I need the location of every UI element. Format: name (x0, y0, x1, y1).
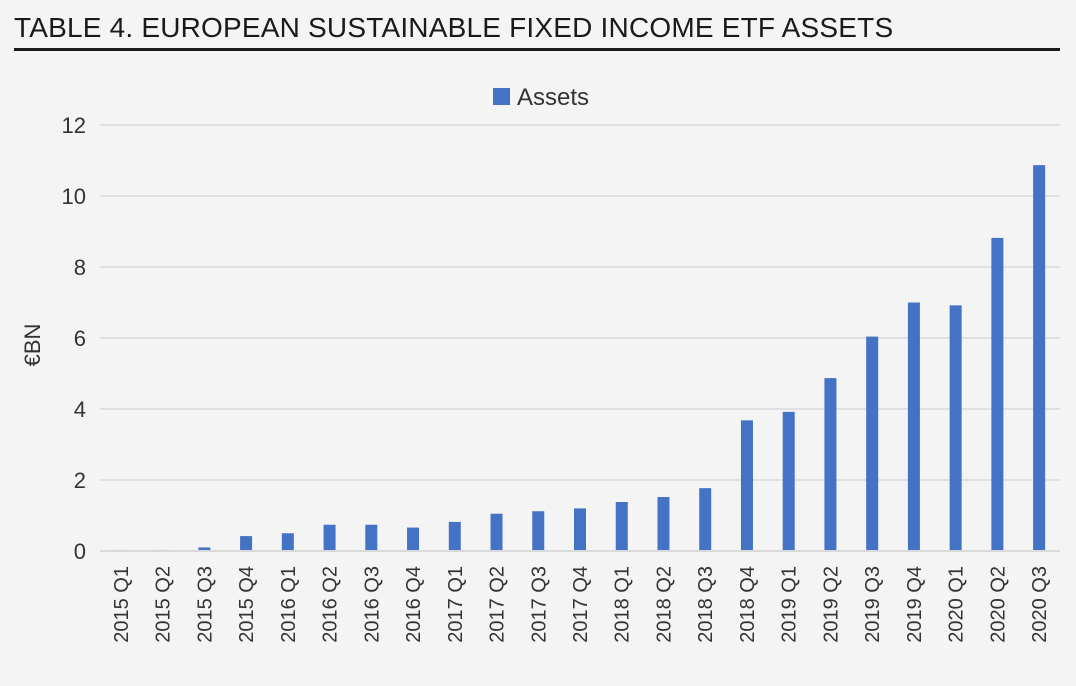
bar[interactable] (782, 411, 795, 551)
bar[interactable] (991, 237, 1004, 551)
x-tick-label: 2015 Q1 (111, 566, 133, 643)
bar[interactable] (574, 508, 586, 551)
bar[interactable] (699, 488, 712, 551)
bar[interactable] (866, 336, 879, 551)
x-tick-label: 2018 Q1 (612, 566, 634, 643)
bar-series-assets (114, 165, 1046, 552)
x-tick-label: 2017 Q1 (445, 566, 467, 643)
bar[interactable] (824, 378, 837, 551)
x-tick-label: 2016 Q2 (320, 566, 342, 643)
title-divider (14, 48, 1060, 51)
x-tick-label: 2016 Q3 (361, 566, 383, 643)
x-tick-label: 2015 Q2 (153, 566, 175, 643)
page-title: TABLE 4. EUROPEAN SUSTAINABLE FIXED INCO… (14, 12, 894, 43)
bar[interactable] (532, 511, 545, 551)
legend-label-assets: Assets (517, 84, 589, 111)
x-tick-label: 2017 Q2 (487, 566, 509, 643)
y-tick-label: 12 (62, 113, 86, 138)
x-axis-ticks: 2015 Q1 2015 Q2 2015 Q3 2015 Q4 2016 Q1 2016 … (111, 566, 1051, 643)
x-tick-label: 2015 Q4 (236, 566, 258, 643)
y-tick-label: 0 (74, 539, 86, 564)
bar[interactable] (1033, 165, 1046, 552)
x-tick-label: 2015 Q3 (194, 566, 216, 643)
y-axis-label: €BN (20, 324, 45, 367)
bar[interactable] (907, 302, 920, 552)
x-tick-label: 2020 Q1 (946, 566, 968, 643)
bar[interactable] (740, 420, 753, 551)
legend-swatch-assets (493, 88, 510, 105)
legend[interactable]: Assets (493, 84, 589, 111)
bar[interactable] (615, 502, 628, 551)
y-tick-label: 2 (74, 468, 86, 493)
x-tick-label: 2020 Q2 (987, 566, 1009, 643)
bar[interactable] (198, 547, 211, 551)
x-tick-label: 2016 Q1 (278, 566, 300, 643)
x-tick-label: 2018 Q3 (695, 566, 717, 643)
y-axis-ticks: 0 2 4 6 8 10 12 (62, 113, 86, 564)
y-tick-label: 6 (74, 326, 86, 351)
bar[interactable] (448, 521, 461, 551)
bar[interactable] (323, 524, 336, 551)
y-tick-label: 10 (62, 184, 86, 209)
x-tick-label: 2019 Q2 (820, 566, 842, 643)
bar[interactable] (490, 513, 503, 551)
bar[interactable] (240, 536, 253, 551)
x-tick-label: 2019 Q1 (779, 566, 801, 643)
x-tick-label: 2018 Q4 (737, 566, 759, 643)
x-tick-label: 2019 Q4 (904, 566, 926, 643)
x-tick-label: 2017 Q4 (570, 566, 592, 643)
x-tick-label: 2017 Q3 (528, 566, 550, 643)
bar[interactable] (365, 524, 378, 551)
y-tick-label: 4 (74, 397, 86, 422)
bar[interactable] (657, 497, 670, 551)
y-tick-label: 8 (74, 255, 86, 280)
bar[interactable] (949, 305, 962, 551)
x-tick-label: 2019 Q3 (862, 566, 884, 643)
bar[interactable] (407, 527, 420, 551)
x-tick-label: 2020 Q3 (1029, 566, 1051, 643)
grid-lines (100, 124, 1060, 481)
bar[interactable] (281, 533, 294, 551)
x-tick-label: 2016 Q4 (403, 566, 425, 643)
x-tick-label: 2018 Q2 (653, 566, 675, 643)
